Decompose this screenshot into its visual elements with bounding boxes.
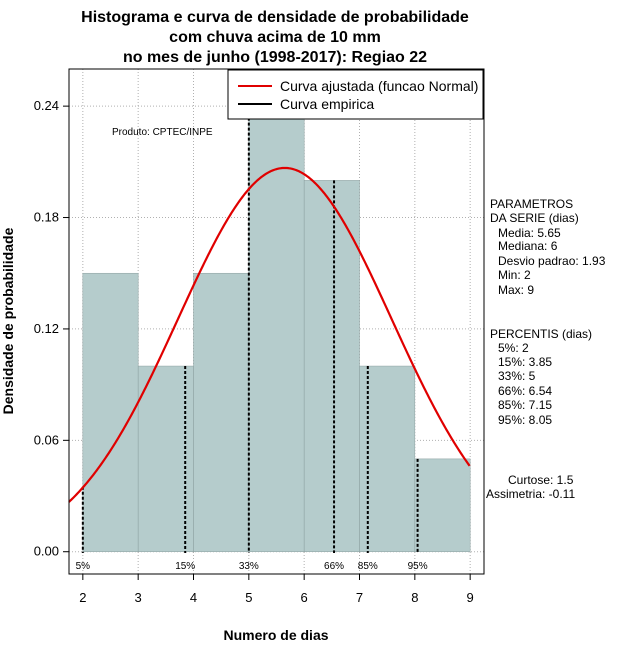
histogram-bar-6	[414, 458, 471, 552]
parameters-header-2: DA SERIE (dias)	[490, 211, 579, 225]
param-max: Max: 9	[498, 283, 534, 297]
param-mediana: Mediana: 6	[498, 239, 558, 253]
percentile-label-4: 85%	[358, 561, 378, 572]
normal-curve-layer	[68, 166, 471, 503]
param-desvio: Desvio padrao: 1.93	[498, 254, 606, 268]
y-tick-label-3: 0.18	[34, 210, 59, 225]
assimetria-text: Assimetria: -0.11	[486, 487, 575, 501]
title-line-2: com chuva acima de 10 mm	[169, 29, 381, 46]
y-tick-label-2: 0.12	[34, 321, 59, 336]
y-axis: 0.00 0.06 0.12 0.18 0.24	[34, 98, 69, 559]
histogram-bar-3	[248, 87, 305, 552]
perc-66: 66%: 6.54	[498, 384, 552, 398]
x-tick-label-5: 7	[356, 590, 363, 605]
x-tick-label-7: 9	[467, 590, 474, 605]
histogram-bar-2	[193, 272, 250, 552]
percentile-label-0: 5%	[76, 561, 91, 572]
perc-95: 95%: 8.05	[498, 413, 552, 427]
x-tick-label-3: 5	[245, 590, 252, 605]
x-tick-label-1: 3	[135, 590, 142, 605]
legend-label-fitted: Curva ajustada (funcao Normal)	[280, 78, 478, 94]
y-tick-label-4: 0.24	[34, 98, 59, 113]
percentile-label-3: 66%	[324, 561, 344, 572]
product-annotation: Produto: CPTEC/INPE	[112, 127, 213, 138]
perc-5: 5%: 2	[498, 341, 529, 355]
histogram-bars	[82, 87, 471, 552]
title-line-1: Histograma e curva de densidade de proba…	[81, 9, 469, 26]
histogram-bar-4	[303, 180, 360, 552]
legend: Curva ajustada (funcao Normal) Curva emp…	[227, 69, 484, 120]
perc-33: 33%: 5	[498, 369, 536, 383]
percentiles-header: PERCENTIS (dias)	[490, 327, 592, 341]
plot-frame	[68, 68, 485, 575]
percentile-label-1: 15%	[175, 561, 195, 572]
legend-box	[227, 69, 484, 120]
param-media: Media: 5.65	[498, 226, 561, 240]
percentile-lines: 5% 15% 33% 66% 85% 95%	[76, 87, 428, 572]
legend-label-empirical: Curva empirica	[280, 96, 374, 112]
y-axis-label: Densidade de probabilidade	[0, 227, 16, 414]
percentile-label-5: 95%	[408, 561, 428, 572]
x-tick-label-4: 6	[301, 590, 308, 605]
normal-curve	[68, 166, 471, 503]
x-axis-label: Numero de dias	[223, 627, 328, 643]
percentiles-panel: PERCENTIS (dias) 5%: 2 15%: 3.85 33%: 5 …	[490, 327, 592, 427]
y-tick-label-1: 0.06	[34, 432, 59, 447]
x-axis: 2 3 4 5 6 7 8 9	[79, 574, 474, 605]
parameters-header-1: PARAMETROS	[490, 197, 573, 211]
x-tick-label-0: 2	[79, 590, 86, 605]
shape-stats-panel: Curtose: 1.5 Assimetria: -0.11	[486, 473, 575, 501]
parameters-panel: PARAMETROS DA SERIE (dias) Media: 5.65 M…	[490, 197, 606, 297]
title-line-3: no mes de junho (1998-2017): Regiao 22	[123, 49, 427, 66]
x-tick-label-2: 4	[190, 590, 197, 605]
percentile-label-2: 33%	[239, 561, 259, 572]
perc-15: 15%: 3.85	[498, 355, 552, 369]
y-tick-label-0: 0.00	[34, 544, 59, 559]
chart-title: Histograma e curva de densidade de proba…	[81, 9, 469, 66]
x-tick-label-6: 8	[411, 590, 418, 605]
histogram-bar-0	[82, 272, 139, 552]
curtose-text: Curtose: 1.5	[508, 473, 574, 487]
perc-85: 85%: 7.15	[498, 398, 552, 412]
param-min: Min: 2	[498, 268, 531, 282]
